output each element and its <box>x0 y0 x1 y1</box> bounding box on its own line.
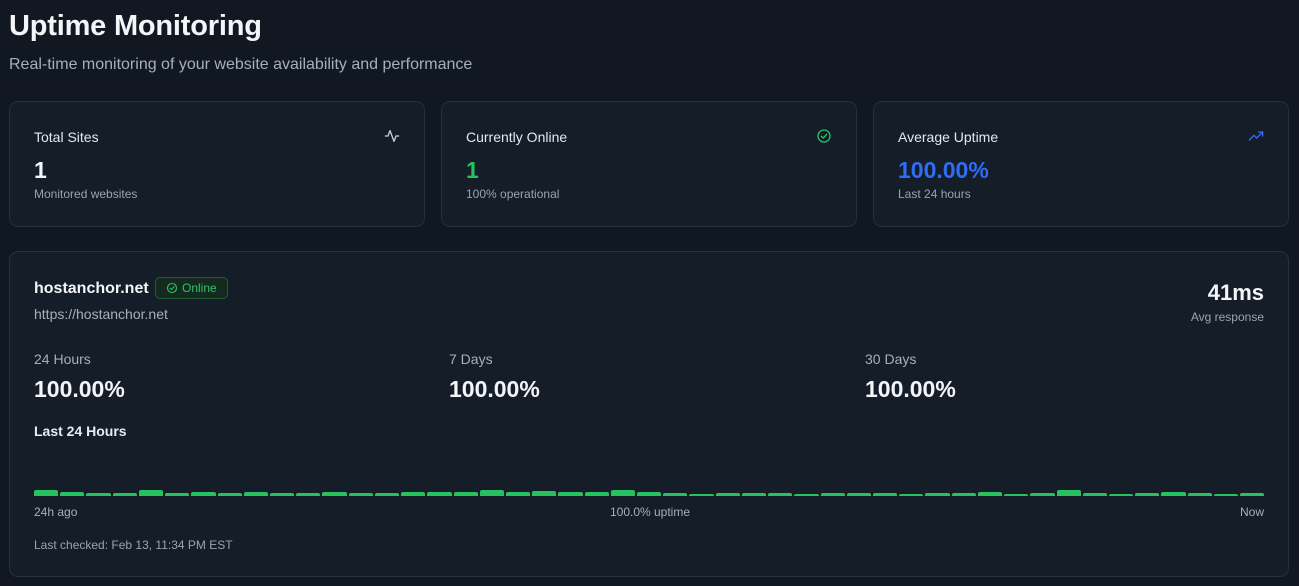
period-label-30d: 30 Days <box>865 351 917 367</box>
uptime-bar[interactable] <box>689 494 714 496</box>
uptime-bar[interactable] <box>374 493 400 496</box>
uptime-bar[interactable] <box>610 490 636 496</box>
uptime-bar[interactable] <box>873 493 898 496</box>
uptime-bar[interactable] <box>453 492 478 496</box>
uptime-bar[interactable] <box>846 493 871 496</box>
uptime-bar[interactable] <box>60 492 85 496</box>
uptime-bar[interactable] <box>558 492 583 496</box>
stat-sub: Last 24 hours <box>898 187 971 201</box>
uptime-bar[interactable] <box>1240 493 1265 496</box>
uptime-bar[interactable] <box>1187 493 1212 496</box>
uptime-bar[interactable] <box>951 493 976 496</box>
uptime-bar[interactable] <box>1161 492 1186 496</box>
uptime-bar[interactable] <box>269 493 295 496</box>
uptime-bar[interactable] <box>663 493 688 496</box>
uptime-bar[interactable] <box>505 492 531 496</box>
uptime-bar[interactable] <box>296 493 321 496</box>
stat-value: 1 <box>466 157 479 183</box>
uptime-bar[interactable] <box>217 493 242 496</box>
uptime-bar[interactable] <box>925 493 950 496</box>
history-title: Last 24 Hours <box>34 423 127 439</box>
uptime-bar[interactable] <box>1030 493 1055 496</box>
uptime-history-bars <box>34 472 1265 496</box>
uptime-bar[interactable] <box>138 490 164 496</box>
uptime-bar[interactable] <box>820 493 845 496</box>
site-card[interactable]: hostanchor.net Online https://hostanchor… <box>9 251 1289 577</box>
page-subtitle: Real-time monitoring of your website ava… <box>9 56 473 73</box>
status-badge: Online <box>155 277 228 299</box>
uptime-bar[interactable] <box>768 493 793 496</box>
uptime-bar[interactable] <box>584 492 609 496</box>
period-label-7d: 7 Days <box>449 351 493 367</box>
check-circle-icon <box>166 282 178 294</box>
axis-start-label: 24h ago <box>34 505 78 519</box>
last-checked: Last checked: Feb 13, 11:34 PM EST <box>34 538 233 552</box>
uptime-bar[interactable] <box>1135 493 1160 496</box>
uptime-bar[interactable] <box>1108 494 1134 496</box>
period-value-24h: 100.00% <box>34 376 125 402</box>
status-badge-label: Online <box>182 281 217 295</box>
axis-end-label: Now <box>1239 505 1264 519</box>
axis-middle-label: 100.0% uptime <box>609 505 691 519</box>
period-value-7d: 100.00% <box>449 376 540 402</box>
avg-response-value: 41ms <box>1207 280 1264 305</box>
avg-response-label: Avg response <box>1190 310 1264 324</box>
stat-value: 100.00% <box>898 157 989 183</box>
uptime-bar[interactable] <box>427 492 452 496</box>
stat-card-average-uptime: Average Uptime 100.00% Last 24 hours <box>873 101 1289 227</box>
uptime-bar[interactable] <box>637 492 662 496</box>
uptime-bar[interactable] <box>191 492 216 496</box>
stat-label: Currently Online <box>466 129 568 145</box>
uptime-bar[interactable] <box>794 494 819 496</box>
trending-up-icon <box>1248 131 1264 141</box>
uptime-bar[interactable] <box>86 493 111 496</box>
site-name: hostanchor.net <box>34 280 149 297</box>
uptime-bar[interactable] <box>348 493 373 496</box>
uptime-bar[interactable] <box>243 492 268 496</box>
uptime-bar[interactable] <box>899 494 924 496</box>
uptime-bar[interactable] <box>165 493 190 496</box>
uptime-bar[interactable] <box>977 492 1003 496</box>
stat-sub: Monitored websites <box>34 187 138 201</box>
uptime-bar[interactable] <box>715 493 740 496</box>
stat-value: 1 <box>34 157 47 183</box>
uptime-bar[interactable] <box>112 493 137 496</box>
page-title: Uptime Monitoring <box>9 10 262 42</box>
uptime-bar[interactable] <box>322 492 347 496</box>
stat-label: Average Uptime <box>898 129 999 145</box>
stat-card-currently-online: Currently Online 1 100% operational <box>441 101 857 227</box>
uptime-bar[interactable] <box>1213 494 1239 496</box>
period-label-24h: 24 Hours <box>34 351 91 367</box>
site-url[interactable]: https://hostanchor.net <box>34 306 168 322</box>
uptime-bar[interactable] <box>34 490 59 496</box>
stat-sub: 100% operational <box>466 187 560 201</box>
uptime-bar[interactable] <box>1004 494 1029 496</box>
activity-icon <box>384 130 400 142</box>
uptime-bar[interactable] <box>1082 493 1107 496</box>
uptime-bar[interactable] <box>401 492 426 496</box>
uptime-bar[interactable] <box>479 490 504 496</box>
uptime-bar[interactable] <box>1056 490 1081 496</box>
uptime-bar[interactable] <box>532 491 557 496</box>
period-value-30d: 100.00% <box>865 376 956 402</box>
check-circle-icon <box>817 129 831 143</box>
stat-card-total-sites: Total Sites 1 Monitored websites <box>9 101 425 227</box>
uptime-bar[interactable] <box>741 493 767 496</box>
stat-label: Total Sites <box>34 129 99 145</box>
